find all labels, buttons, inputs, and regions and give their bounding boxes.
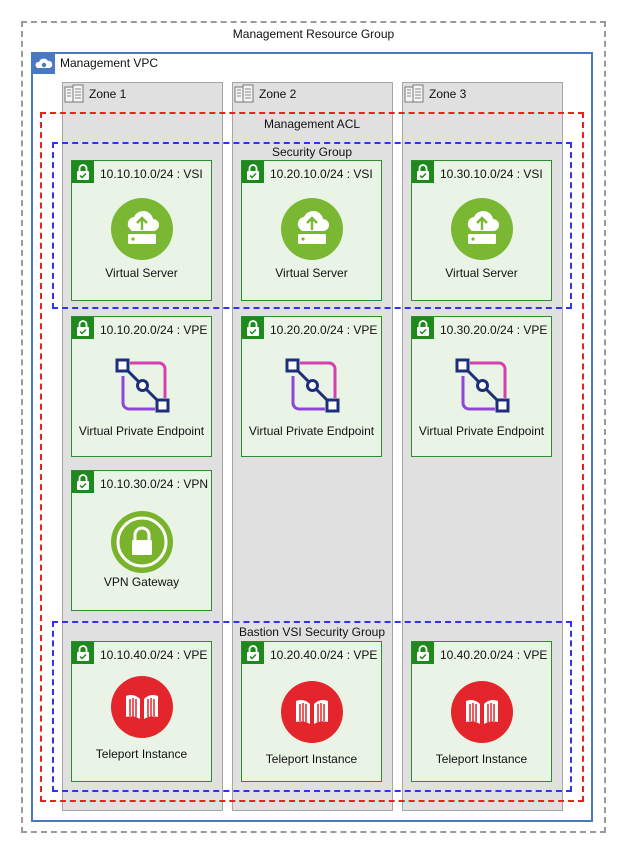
subnet-zone2-vsi[interactable]: 10.20.10.0/24 : VSI Virtual Server	[241, 160, 382, 301]
subnet-label: 10.10.20.0/24 : VPE	[100, 323, 208, 337]
subnet-zone1-vpn[interactable]: 10.10.30.0/24 : VPN VPN Gateway	[71, 470, 212, 611]
subnet-zone3-vsi[interactable]: 10.30.10.0/24 : VSI Virtual Server	[411, 160, 552, 301]
subnet-label: 10.10.40.0/24 : VPE	[100, 648, 208, 662]
vpc-cloud-icon	[33, 54, 55, 74]
subnet-zone1-vpe[interactable]: 10.10.20.0/24 : VPE Virtual Private Endp…	[71, 316, 212, 457]
teleport-gate-icon	[451, 681, 513, 743]
vpc-boundary	[31, 52, 593, 822]
bastion-sg-label: Bastion VSI Security Group	[238, 625, 386, 639]
subnet-zone3-vpe[interactable]: 10.30.20.0/24 : VPE Virtual Private Endp…	[411, 316, 552, 457]
subnet-lock-icon	[242, 317, 264, 339]
bastion-sg-boundary	[52, 621, 572, 792]
vpn-gateway-icon	[111, 511, 173, 573]
acl-boundary	[40, 112, 584, 802]
service-label: Teleport Instance	[95, 747, 188, 761]
subnet-lock-icon	[72, 317, 94, 339]
teleport-gate-icon	[111, 676, 173, 738]
virtual-private-endpoint-icon	[455, 358, 510, 413]
zone-2-label: Zone 2	[259, 87, 297, 101]
zone-3-label: Zone 3	[429, 87, 467, 101]
zone-building-icon	[404, 84, 424, 103]
resource-group-boundary	[21, 21, 606, 833]
virtual-server-icon	[111, 198, 173, 260]
zone-building-icon	[234, 84, 254, 103]
service-label: Virtual Private Endpoint	[248, 424, 375, 438]
security-group-boundary	[52, 142, 572, 309]
subnet-lock-icon	[412, 317, 434, 339]
teleport-gate-icon	[281, 681, 343, 743]
subnet-lock-icon	[412, 642, 434, 664]
zone-1-label: Zone 1	[89, 87, 127, 101]
subnet-lock-icon	[242, 161, 264, 183]
virtual-server-icon	[281, 198, 343, 260]
resource-group-label: Management Resource Group	[232, 27, 395, 41]
subnet-zone1-bastion[interactable]: 10.10.40.0/24 : VPE Teleport Instance	[71, 641, 212, 782]
subnet-label: 10.30.20.0/24 : VPE	[440, 323, 548, 337]
security-group-label: Security Group	[271, 145, 353, 159]
service-label: Virtual Private Endpoint	[418, 424, 545, 438]
subnet-label: 10.40.20.0/24 : VPE	[440, 648, 548, 662]
subnet-label: 10.20.20.0/24 : VPE	[270, 323, 378, 337]
zone-building-icon	[64, 84, 84, 103]
subnet-lock-icon	[412, 161, 434, 183]
virtual-private-endpoint-icon	[285, 358, 340, 413]
subnet-label: 10.10.10.0/24 : VSI	[100, 167, 203, 181]
subnet-zone2-vpe[interactable]: 10.20.20.0/24 : VPE Virtual Private Endp…	[241, 316, 382, 457]
subnet-zone1-vsi[interactable]: 10.10.10.0/24 : VSI Virtual Server	[71, 160, 212, 301]
subnet-lock-icon	[242, 642, 264, 664]
service-label: Virtual Private Endpoint	[78, 424, 205, 438]
virtual-private-endpoint-icon	[115, 358, 170, 413]
acl-label: Management ACL	[263, 117, 361, 131]
service-label: Teleport Instance	[265, 752, 358, 766]
subnet-lock-icon	[72, 642, 94, 664]
subnet-zone2-bastion[interactable]: 10.20.40.0/24 : VPE Teleport Instance	[241, 641, 382, 782]
service-label: Virtual Server	[445, 266, 518, 280]
subnet-lock-icon	[72, 161, 94, 183]
subnet-label: 10.20.10.0/24 : VSI	[270, 167, 373, 181]
service-label: Virtual Server	[275, 266, 348, 280]
vpc-label: Management VPC	[60, 56, 159, 70]
subnet-label: 10.30.10.0/24 : VSI	[440, 167, 543, 181]
service-label: VPN Gateway	[103, 575, 180, 589]
subnet-label: 10.10.30.0/24 : VPN	[100, 477, 209, 491]
virtual-server-icon	[451, 198, 513, 260]
subnet-zone3-bastion[interactable]: 10.40.20.0/24 : VPE Teleport Instance	[411, 641, 552, 782]
service-label: Virtual Server	[105, 266, 178, 280]
subnet-label: 10.20.40.0/24 : VPE	[270, 648, 378, 662]
service-label: Teleport Instance	[435, 752, 528, 766]
subnet-lock-icon	[72, 471, 94, 493]
